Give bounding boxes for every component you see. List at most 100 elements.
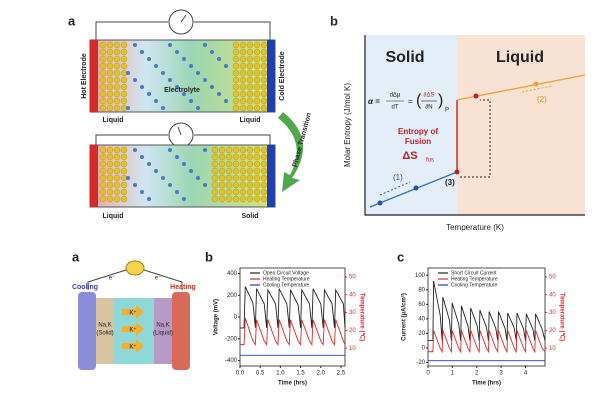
particle <box>106 41 114 49</box>
y2-tick-label: 10 <box>549 346 556 352</box>
particle <box>232 195 240 203</box>
particle <box>253 167 261 175</box>
particle <box>120 181 128 189</box>
y-axis-title: Voltage (mV) <box>214 299 220 335</box>
y-tick-label: 60 <box>418 302 425 308</box>
panel-bottom-a: a Cooling Heating e⁻ e⁻ Na,K (Solid) Na,… <box>72 249 196 370</box>
particle <box>218 174 226 182</box>
particle <box>253 104 261 112</box>
ion <box>196 71 200 75</box>
point <box>413 185 419 191</box>
particle <box>239 90 247 98</box>
x-tick-label: 2.5 <box>337 371 346 377</box>
y2-axis-title: Temperature (℃) <box>558 293 565 341</box>
ion <box>133 43 137 47</box>
ion <box>126 176 130 180</box>
label: (Liquid) <box>153 331 173 337</box>
series-line <box>240 317 346 346</box>
y2-axis-title: Temperature (℃) <box>358 293 365 341</box>
heating-coil <box>172 292 190 370</box>
label: Hot Electrode <box>81 53 88 99</box>
particle <box>225 146 233 154</box>
particle <box>120 167 128 175</box>
particle <box>225 195 233 203</box>
x-tick-label: 4 <box>524 371 528 377</box>
particle <box>225 174 233 182</box>
ion <box>154 169 158 173</box>
particle <box>239 146 247 154</box>
particle <box>99 97 107 105</box>
equation: ∂ΔS <box>424 92 435 99</box>
particle <box>113 160 121 168</box>
legend-label: Heating Temperature <box>263 276 310 282</box>
ion <box>189 169 193 173</box>
y-tick-label: -200 <box>225 336 238 342</box>
panel-top-a: a Hot Electrode Cold Electrode Electroly… <box>68 9 313 220</box>
ion <box>196 106 200 110</box>
solid-region <box>365 35 457 215</box>
panel-label: c <box>397 249 404 264</box>
particle <box>120 160 128 168</box>
particle <box>99 83 107 91</box>
particle <box>113 97 121 105</box>
label: e⁻ <box>155 276 162 282</box>
particle <box>253 174 261 182</box>
ion <box>140 190 144 194</box>
label: Liquid <box>103 213 124 220</box>
label: (Solid) <box>96 331 113 337</box>
particle <box>113 76 121 84</box>
legend-label: Heating Temperature <box>451 276 498 282</box>
particle <box>239 167 247 175</box>
particle <box>99 146 107 154</box>
particles <box>99 146 268 203</box>
ion <box>210 50 214 54</box>
particle <box>239 188 247 196</box>
particle <box>232 90 240 98</box>
particle <box>211 174 219 182</box>
particle <box>120 146 128 154</box>
particle <box>260 76 268 84</box>
label: Na,K <box>98 323 111 329</box>
ion <box>182 162 186 166</box>
wire <box>87 269 127 290</box>
ion <box>175 155 179 159</box>
y-tick-label: 80 <box>418 287 425 293</box>
particle <box>232 160 240 168</box>
series-line <box>240 286 346 329</box>
particle <box>218 160 226 168</box>
particle <box>99 153 107 161</box>
particles <box>99 41 268 112</box>
dotted-path <box>460 99 491 178</box>
equation: dT <box>391 105 398 111</box>
particle <box>113 41 121 49</box>
axis-title: Molar Entropy (J/mol K) <box>343 83 352 167</box>
legend-label: Open Circuit Voltage <box>263 270 309 276</box>
hot-electrode <box>90 40 98 112</box>
x-tick-label: 0 <box>426 371 430 377</box>
gauge-needle <box>177 126 182 136</box>
particle <box>260 83 268 91</box>
particle <box>260 55 268 63</box>
particle <box>253 195 261 203</box>
particle <box>232 55 240 63</box>
label: Na,K <box>156 323 169 329</box>
ion <box>168 78 172 82</box>
particle <box>246 41 254 49</box>
ion <box>154 99 158 103</box>
label: fus <box>426 158 434 164</box>
label: K⁺ <box>129 310 136 317</box>
particle <box>239 160 247 168</box>
particle <box>260 69 268 77</box>
ion <box>168 148 172 152</box>
particle <box>120 153 128 161</box>
particle <box>260 188 268 196</box>
particle <box>99 181 107 189</box>
axis-title: Temperature (K) <box>446 223 504 232</box>
series-line <box>428 280 546 342</box>
ion <box>203 183 207 187</box>
y-tick-label: 0 <box>234 315 238 321</box>
y2-tick-label: 10 <box>349 346 356 352</box>
ion <box>182 57 186 61</box>
particle <box>246 146 254 154</box>
ion <box>140 85 144 89</box>
